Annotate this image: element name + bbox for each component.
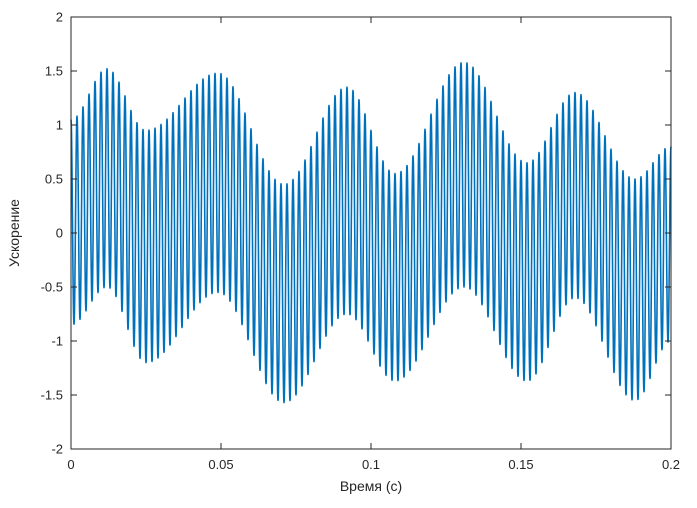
y-tick-label: 0 — [56, 226, 63, 241]
x-tick-label: 0.1 — [362, 457, 380, 472]
y-tick-label: -0.5 — [41, 280, 63, 295]
y-tick-label: 1.5 — [45, 64, 63, 79]
y-tick-label: -1 — [51, 334, 63, 349]
series-layer — [70, 62, 672, 404]
x-tick-label: 0.05 — [208, 457, 233, 472]
plot-area — [71, 17, 671, 449]
x-tick-label: 0.15 — [508, 457, 533, 472]
x-axis-label: Время (с) — [340, 478, 402, 494]
y-tick-label: 1 — [56, 118, 63, 133]
y-axis-label: Ускорение — [6, 199, 22, 267]
y-tick-label: -1.5 — [41, 388, 63, 403]
series-line — [70, 62, 672, 404]
y-tick-label: 2 — [56, 10, 63, 25]
x-tick-label: 0 — [67, 457, 74, 472]
x-tick-label: 0.2 — [662, 457, 680, 472]
y-tick-label: 0.5 — [45, 172, 63, 187]
y-tick-label: -2 — [51, 442, 63, 457]
axes-box — [70, 16, 672, 450]
